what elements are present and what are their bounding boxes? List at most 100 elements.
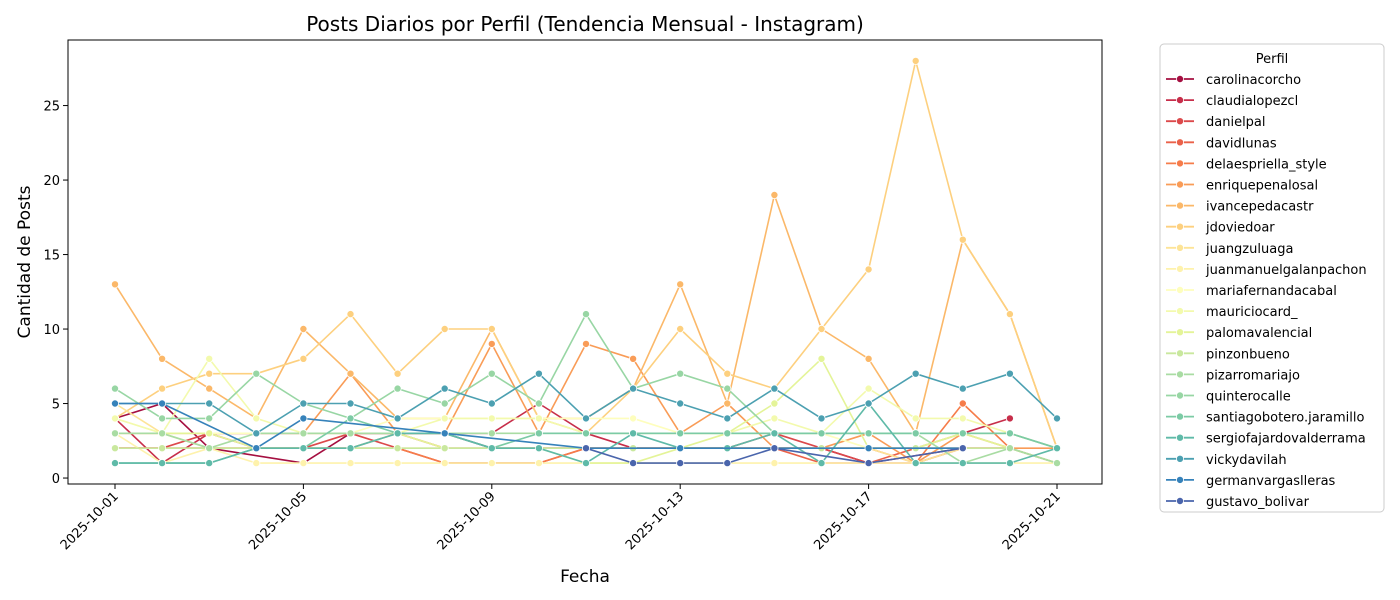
legend-item: claudialopezcl [1166, 94, 1298, 109]
legend-swatch-marker [1176, 117, 1185, 126]
data-point [864, 384, 873, 393]
data-point [393, 384, 402, 393]
legend-swatch-marker [1176, 349, 1185, 358]
data-point [676, 280, 685, 289]
legend-item: ivancepedacastr [1166, 200, 1314, 215]
data-point [1053, 444, 1062, 453]
data-point [1005, 444, 1014, 453]
legend-item: gustavo_bolivar [1166, 495, 1310, 510]
legend-label: juangzuluaga [1205, 242, 1293, 257]
series-line [114, 60, 1058, 449]
data-point [770, 384, 779, 393]
data-point [958, 235, 967, 244]
data-point [346, 310, 355, 319]
data-point [299, 429, 308, 438]
data-point [817, 414, 826, 423]
series-vickydavilah [111, 369, 1062, 438]
data-point [582, 339, 591, 348]
chart-title: Posts Diarios por Perfil (Tendencia Mens… [306, 12, 864, 36]
data-point [111, 414, 120, 423]
data-point [346, 444, 355, 453]
data-point [158, 399, 167, 408]
data-point [676, 444, 685, 453]
legend-label: pizarromariajo [1206, 368, 1300, 383]
data-point [770, 190, 779, 199]
data-point [864, 354, 873, 363]
data-point [299, 444, 308, 453]
data-point [393, 429, 402, 438]
data-point [299, 354, 308, 363]
data-point [205, 354, 214, 363]
data-point [111, 399, 120, 408]
legend-label: mauriciocard_ [1206, 305, 1298, 320]
legend-label: enriquepenalosal [1206, 179, 1318, 194]
legend-items: carolinacorcho claudialopezcl danielpal dav… [1166, 73, 1367, 510]
data-point [440, 399, 449, 408]
legend: Perfil carolinacorcho claudialopezcl danie… [1159, 43, 1385, 513]
data-point [723, 429, 732, 438]
data-point [958, 459, 967, 468]
data-point [676, 369, 685, 378]
data-point [864, 399, 873, 408]
data-point [1053, 459, 1062, 468]
legend-label: danielpal [1206, 115, 1266, 130]
legend-label: germanvargaslleras [1206, 474, 1336, 489]
legend-item: jdoviedoar [1166, 221, 1275, 236]
y-tick-label: 25 [43, 100, 60, 115]
data-point [346, 399, 355, 408]
legend-swatch-marker [1176, 454, 1185, 463]
data-point [958, 414, 967, 423]
data-point [676, 429, 685, 438]
legend-label: gustavo_bolivar [1206, 495, 1310, 510]
data-point [864, 429, 873, 438]
series-gustavo_bolivar [582, 444, 967, 468]
data-point [158, 354, 167, 363]
legend-label: jdoviedoar [1205, 221, 1275, 236]
data-point [299, 399, 308, 408]
legend-label: mariafernandacabal [1206, 284, 1337, 299]
data-point [534, 444, 543, 453]
legend-item: danielpal [1166, 115, 1266, 130]
legend-swatch-marker [1176, 433, 1185, 442]
data-point [299, 459, 308, 468]
data-point [440, 444, 449, 453]
data-point [1053, 414, 1062, 423]
data-point [770, 444, 779, 453]
legend-swatch-marker [1176, 264, 1185, 273]
legend-label: carolinacorcho [1206, 73, 1301, 88]
legend-title: Perfil [1256, 52, 1289, 67]
series-lines [111, 56, 1062, 468]
data-point [534, 399, 543, 408]
data-point [346, 369, 355, 378]
data-point [911, 414, 920, 423]
legend-item: delaespriella_style [1166, 157, 1327, 172]
legend-swatch-marker [1176, 201, 1185, 210]
legend-label: palomavalencial [1206, 326, 1312, 341]
data-point [770, 399, 779, 408]
data-point [582, 459, 591, 468]
legend-swatch-marker [1176, 370, 1185, 379]
y-tick-label: 0 [52, 472, 60, 487]
legend-swatch-marker [1176, 391, 1185, 400]
data-point [252, 459, 261, 468]
data-point [158, 414, 167, 423]
legend-swatch-marker [1176, 159, 1185, 168]
data-point [440, 429, 449, 438]
data-point [487, 414, 496, 423]
y-tick-label: 10 [43, 323, 60, 338]
legend-item: juangzuluaga [1166, 242, 1293, 257]
legend-swatch-marker [1176, 222, 1185, 231]
legend-label: claudialopezcl [1206, 94, 1298, 109]
y-tick-label: 15 [43, 249, 60, 264]
data-point [958, 444, 967, 453]
x-tick-label: 2025-10-01 [58, 489, 122, 553]
data-point [205, 414, 214, 423]
data-point [252, 429, 261, 438]
data-point [629, 414, 638, 423]
data-point [629, 354, 638, 363]
y-tick-label: 5 [52, 398, 60, 413]
data-point [158, 429, 167, 438]
data-point [629, 384, 638, 393]
data-point [393, 459, 402, 468]
legend-swatch-marker [1176, 328, 1185, 337]
